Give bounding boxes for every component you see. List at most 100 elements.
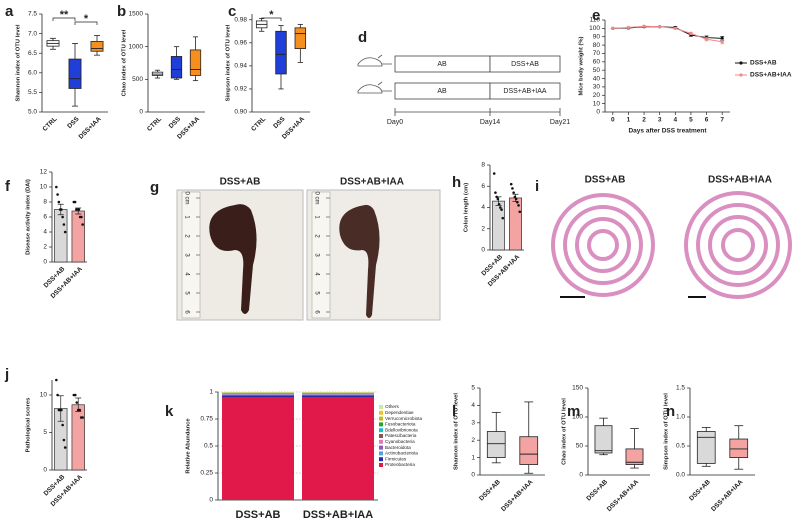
box <box>275 30 287 75</box>
bar <box>71 404 85 471</box>
legend-label: Cyanobacteria <box>385 439 415 444</box>
legend-swatch <box>379 428 383 433</box>
bar-segment <box>222 397 294 500</box>
tissue-ring <box>575 217 631 273</box>
y-axis-label: Simpson index of OTU level <box>226 24 232 101</box>
box <box>486 431 506 459</box>
legend-marker <box>739 73 743 77</box>
day-label: Day21 <box>550 119 570 126</box>
y-tick-label: 2 <box>481 225 485 232</box>
x-tick-label: DSS <box>66 115 81 130</box>
legend-swatch <box>379 405 383 409</box>
data-point <box>499 206 502 209</box>
data-point <box>56 393 59 397</box>
y-tick-label: 0.5 <box>204 443 213 450</box>
x-tick-label: DSS+AB+IAA <box>303 509 373 521</box>
box <box>519 436 539 465</box>
box <box>68 58 82 89</box>
data-point <box>518 210 522 214</box>
data-point <box>75 401 79 404</box>
scale-bar <box>688 296 706 298</box>
ruler-label: 4 <box>183 272 189 276</box>
y-tick-label: 90 <box>593 33 601 40</box>
y-tick-label: 50 <box>593 67 601 74</box>
panel-letter: f <box>5 178 11 195</box>
bar-segment <box>222 395 294 398</box>
panel-letter: b <box>117 3 126 20</box>
data-point <box>517 204 520 207</box>
legend-swatch <box>379 457 383 462</box>
scale-bar <box>560 296 585 298</box>
data-point <box>73 200 77 204</box>
significance-label: ** <box>60 9 69 21</box>
image-title: DSS+AB <box>585 175 626 186</box>
y-tick-label: 0.92 <box>234 86 247 93</box>
phase-label: AB <box>437 61 447 68</box>
panel-i: i DSS+AB DSS+AB+IAA <box>535 175 792 299</box>
y-tick-label: 4 <box>481 204 485 211</box>
series-point <box>626 25 631 30</box>
significance-label: * <box>84 13 89 25</box>
y-tick-label: 0.75 <box>200 416 213 423</box>
y-tick-label: 6.0 <box>28 70 37 77</box>
data-point <box>492 172 496 175</box>
y-tick-label: 0 <box>43 467 47 474</box>
panel-g: g DSS+AB DSS+AB+IAA <box>150 177 441 321</box>
y-tick-label: 10 <box>593 100 601 107</box>
photo-title: DSS+AB+IAA <box>340 177 404 188</box>
series-point <box>704 37 709 41</box>
x-tick-label: DSS+AB+IAA <box>606 478 641 513</box>
y-tick-label: 1500 <box>129 11 144 18</box>
y-tick-label: 0.5 <box>676 443 685 450</box>
y-axis-label: Pathological scores <box>26 398 32 453</box>
y-tick-label: 0.25 <box>200 470 213 477</box>
y-axis-label: Simpson index of OTU level <box>664 393 670 470</box>
legend-swatch <box>379 439 383 444</box>
tissue-ring <box>708 215 768 275</box>
x-tick-label: DSS+AB+IAA <box>710 478 745 513</box>
data-point <box>501 216 505 220</box>
data-point <box>61 423 64 427</box>
panel-letter: c <box>228 3 236 20</box>
y-tick-label: 6.5 <box>28 50 37 57</box>
x-tick-label: 3 <box>658 117 662 124</box>
phase-box <box>489 82 561 100</box>
x-tick-label: 6 <box>705 117 709 124</box>
data-point <box>516 200 519 204</box>
panel-letter: d <box>358 29 367 46</box>
data-point <box>74 393 77 397</box>
colon <box>209 204 257 314</box>
y-axis-label: Relative Abundance <box>186 418 192 474</box>
panel-letter: k <box>165 403 174 420</box>
box <box>729 438 749 459</box>
x-tick-label: 7 <box>720 117 724 124</box>
bar-segment <box>302 395 374 398</box>
y-tick-label: 150 <box>572 385 583 392</box>
panel-letter: g <box>150 179 159 196</box>
phase-label: AB <box>437 88 447 95</box>
data-point <box>62 438 66 442</box>
y-tick-label: 7.5 <box>28 11 37 18</box>
data-point <box>61 215 64 219</box>
legend-label: Proteobacteria <box>385 462 415 467</box>
y-tick-label: 0.98 <box>234 16 247 23</box>
data-point <box>500 208 503 211</box>
y-tick-label: 110 <box>590 17 601 24</box>
y-tick-label: 80 <box>593 42 601 49</box>
data-point <box>514 197 518 201</box>
x-tick-label: DSS+AB+IAA <box>50 473 85 508</box>
significance-label: * <box>269 9 274 21</box>
legend-label: Dependentiae <box>385 410 414 415</box>
box <box>696 431 716 464</box>
legend-label: DSS+AB <box>750 60 777 67</box>
y-tick-label: 0 <box>481 247 485 254</box>
y-tick-label: 100 <box>572 414 583 421</box>
legend-label: DSS+AB+IAA <box>750 72 792 79</box>
data-point <box>513 195 517 199</box>
data-point <box>78 408 82 412</box>
box <box>90 41 104 52</box>
histology <box>551 191 792 299</box>
series-point <box>611 26 615 30</box>
tissue-ring <box>551 193 655 297</box>
series-line <box>612 25 723 43</box>
